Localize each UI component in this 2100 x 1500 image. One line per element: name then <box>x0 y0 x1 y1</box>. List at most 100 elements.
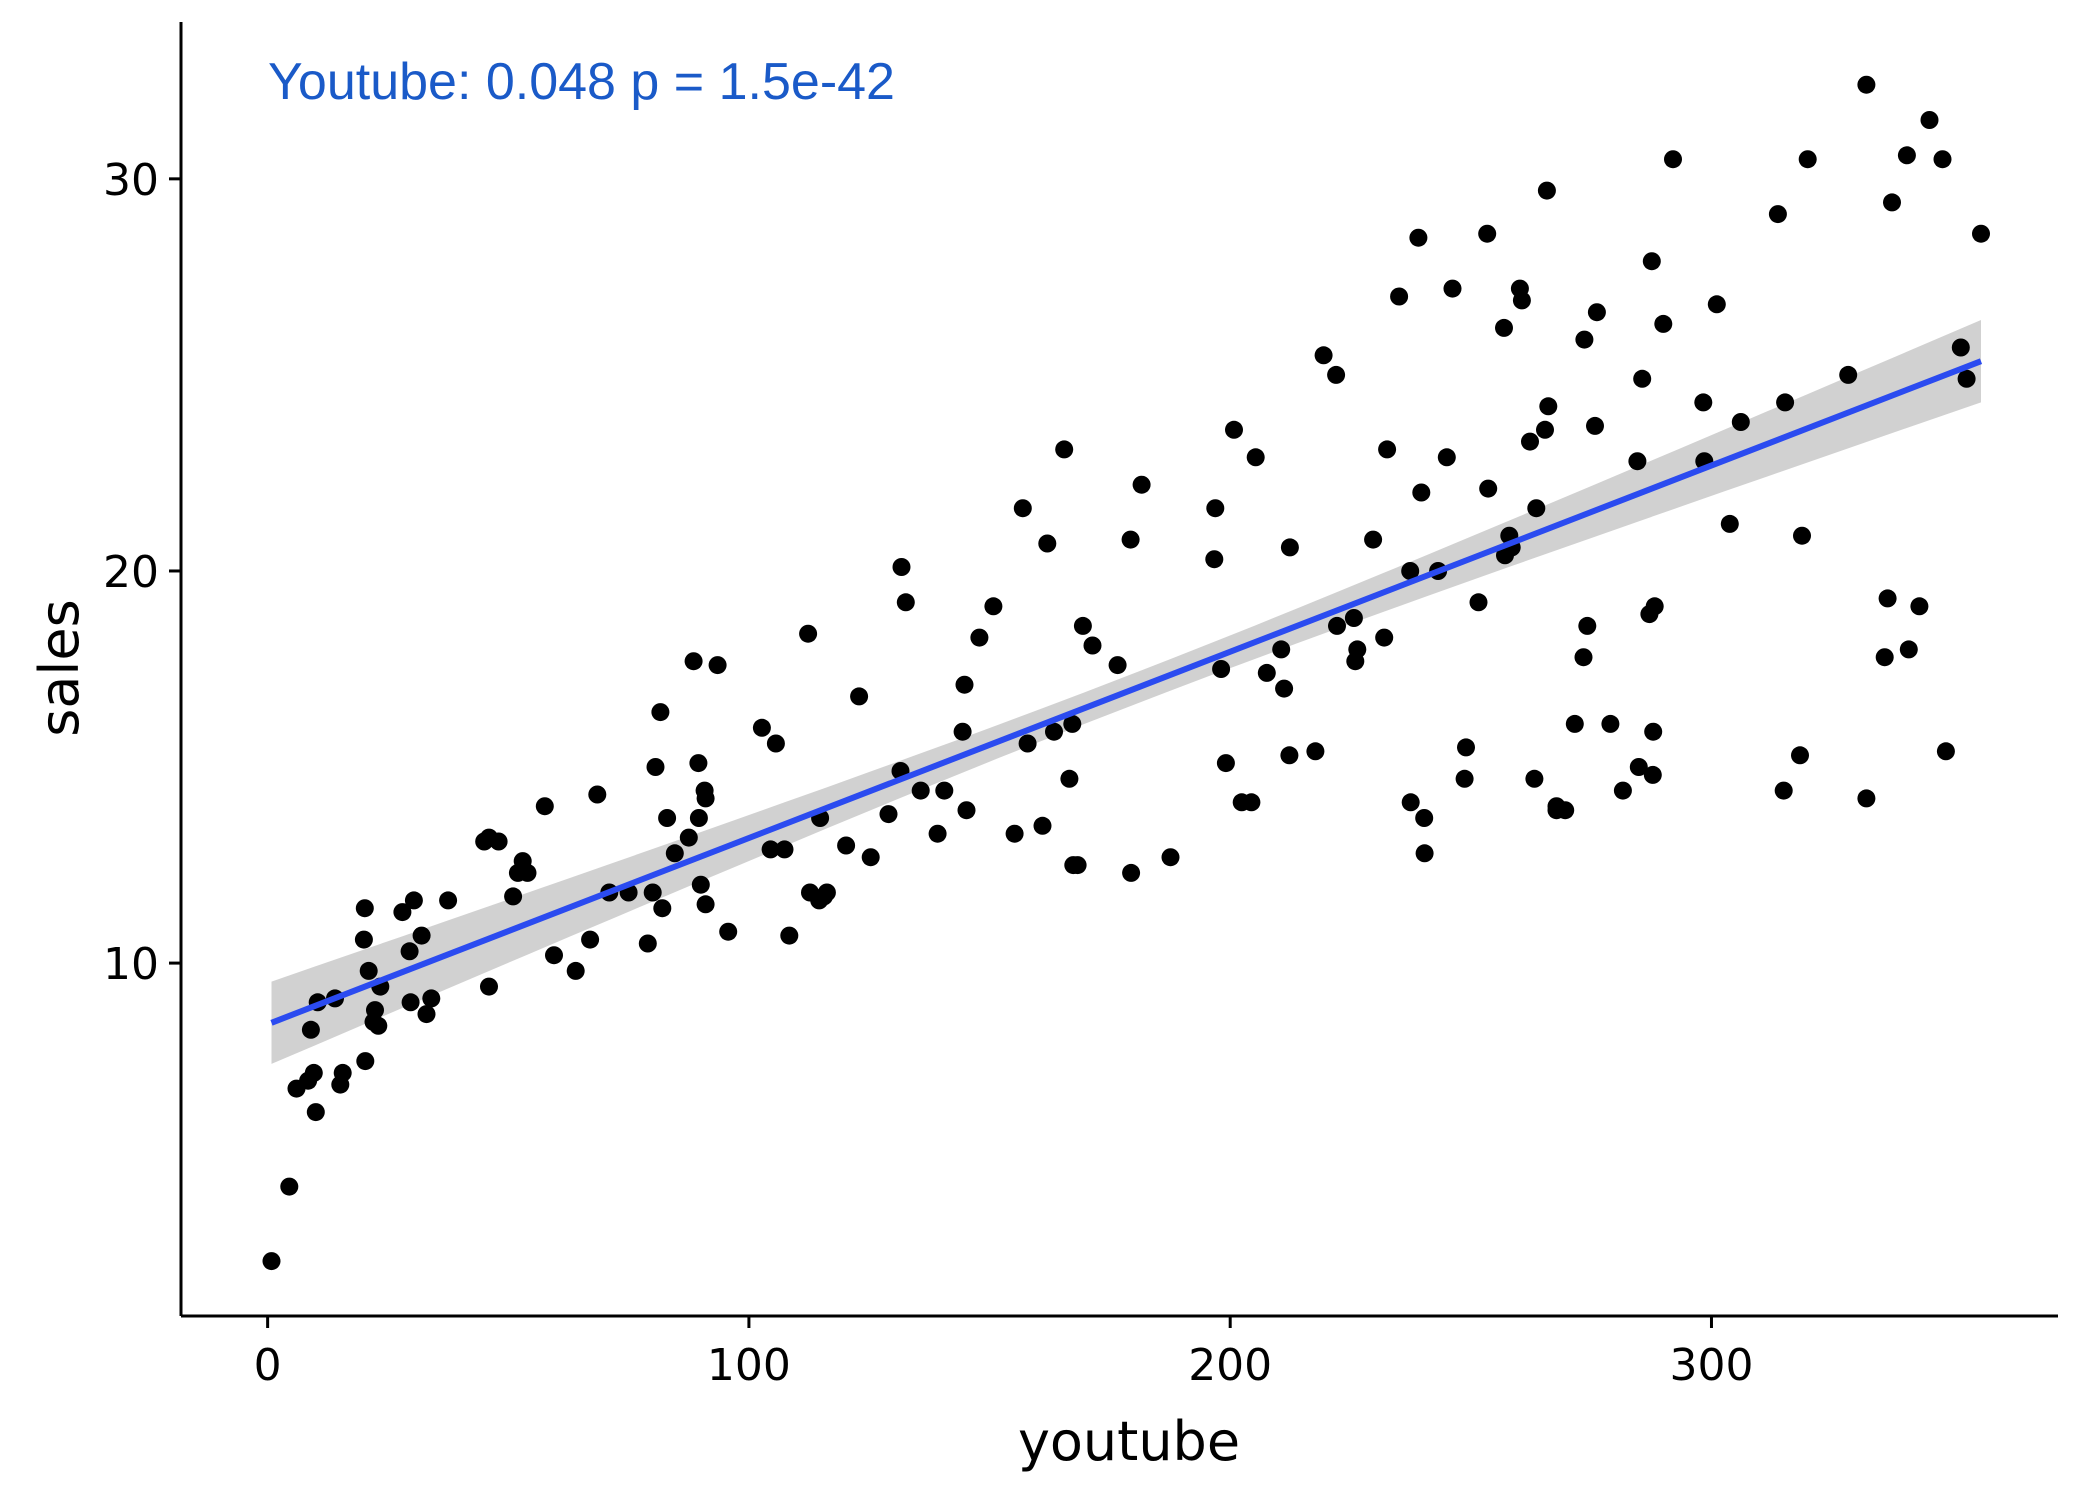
data-point <box>1920 111 1939 129</box>
data-point <box>957 801 976 820</box>
data-point <box>1642 252 1661 271</box>
data-point <box>1899 640 1918 659</box>
data-point <box>1565 714 1584 733</box>
data-point <box>817 883 836 902</box>
data-point <box>696 895 715 914</box>
data-point <box>356 1052 375 1071</box>
data-point <box>1437 448 1456 467</box>
data-point <box>1791 746 1809 765</box>
y-tick-label: 20 <box>103 547 159 598</box>
data-point <box>581 930 600 949</box>
data-point <box>1257 663 1276 682</box>
data-point <box>1776 393 1795 412</box>
regression-annotation: Youtube: 0.048 p = 1.5e-42 <box>268 53 895 111</box>
data-point <box>689 754 708 773</box>
data-point <box>355 899 374 918</box>
data-point <box>504 887 523 906</box>
data-point <box>1857 75 1876 94</box>
data-point <box>1720 514 1739 533</box>
data-point <box>1495 318 1513 337</box>
data-point <box>1018 734 1037 753</box>
data-point <box>955 675 974 694</box>
data-point <box>404 891 423 910</box>
data-point <box>439 891 458 910</box>
data-point <box>1536 420 1554 439</box>
data-point <box>1055 440 1074 459</box>
data-point <box>1936 742 1955 761</box>
data-point <box>1951 338 1970 357</box>
data-point <box>1216 754 1235 773</box>
data-point <box>359 961 378 980</box>
data-point <box>684 652 703 671</box>
data-point <box>1707 295 1726 314</box>
data-point <box>480 977 498 996</box>
data-point <box>970 628 989 647</box>
data-point <box>1121 530 1140 549</box>
data-point <box>306 1103 325 1122</box>
data-point <box>1633 369 1652 388</box>
data-point <box>752 718 771 737</box>
data-point <box>1629 758 1648 776</box>
data-point <box>1401 562 1420 580</box>
data-point <box>799 624 818 643</box>
data-point <box>1478 224 1497 243</box>
data-point <box>646 758 665 776</box>
data-point <box>1306 742 1325 761</box>
data-point <box>1574 648 1593 667</box>
data-point <box>1798 150 1817 169</box>
data-point <box>953 722 972 741</box>
data-point <box>1280 746 1299 765</box>
data-point <box>545 946 563 965</box>
x-tick-label: 300 <box>1669 1340 1753 1391</box>
data-point <box>1654 314 1673 333</box>
data-point <box>518 863 537 882</box>
data-point <box>1401 793 1420 812</box>
data-point <box>1038 534 1057 553</box>
regression-line <box>270 358 1983 1026</box>
data-point <box>1878 589 1897 608</box>
data-point <box>1045 722 1063 741</box>
data-point <box>1073 616 1092 635</box>
data-point <box>1793 526 1811 545</box>
data-point <box>1469 593 1488 612</box>
data-point <box>1246 448 1265 467</box>
data-point <box>935 781 954 800</box>
x-tick-label: 200 <box>1188 1340 1272 1391</box>
data-point <box>566 961 585 980</box>
data-point <box>1378 440 1397 459</box>
data-point <box>1586 416 1604 435</box>
data-point <box>369 1016 388 1035</box>
data-point <box>535 797 554 816</box>
data-point <box>412 926 431 945</box>
data-point <box>1587 303 1606 322</box>
data-point <box>262 1252 281 1271</box>
x-axis-title: youtube <box>1018 1410 1240 1473</box>
data-point <box>1108 656 1127 675</box>
data-point <box>1242 793 1261 812</box>
data-point <box>354 930 373 949</box>
data-point <box>761 840 780 859</box>
data-point <box>1527 499 1546 518</box>
data-point <box>1415 844 1434 863</box>
data-point <box>984 597 1003 616</box>
data-point <box>1409 228 1428 247</box>
data-point <box>1883 193 1901 212</box>
data-point <box>1348 640 1367 659</box>
data-point <box>896 593 915 612</box>
data-point <box>1539 397 1558 416</box>
y-axis-title: sales <box>28 599 91 737</box>
data-point <box>911 781 930 800</box>
data-point <box>1857 789 1876 808</box>
data-point <box>1537 181 1556 200</box>
data-point <box>638 934 657 953</box>
axes-layer: 0 100 200 300 10 20 30 <box>103 22 2058 1391</box>
data-point <box>1628 452 1647 471</box>
data-point <box>691 875 710 894</box>
data-point <box>780 926 799 945</box>
data-point <box>1512 291 1531 310</box>
data-point <box>1443 279 1462 298</box>
data-point <box>1575 330 1594 349</box>
data-point <box>719 922 738 941</box>
data-point <box>1083 636 1102 655</box>
